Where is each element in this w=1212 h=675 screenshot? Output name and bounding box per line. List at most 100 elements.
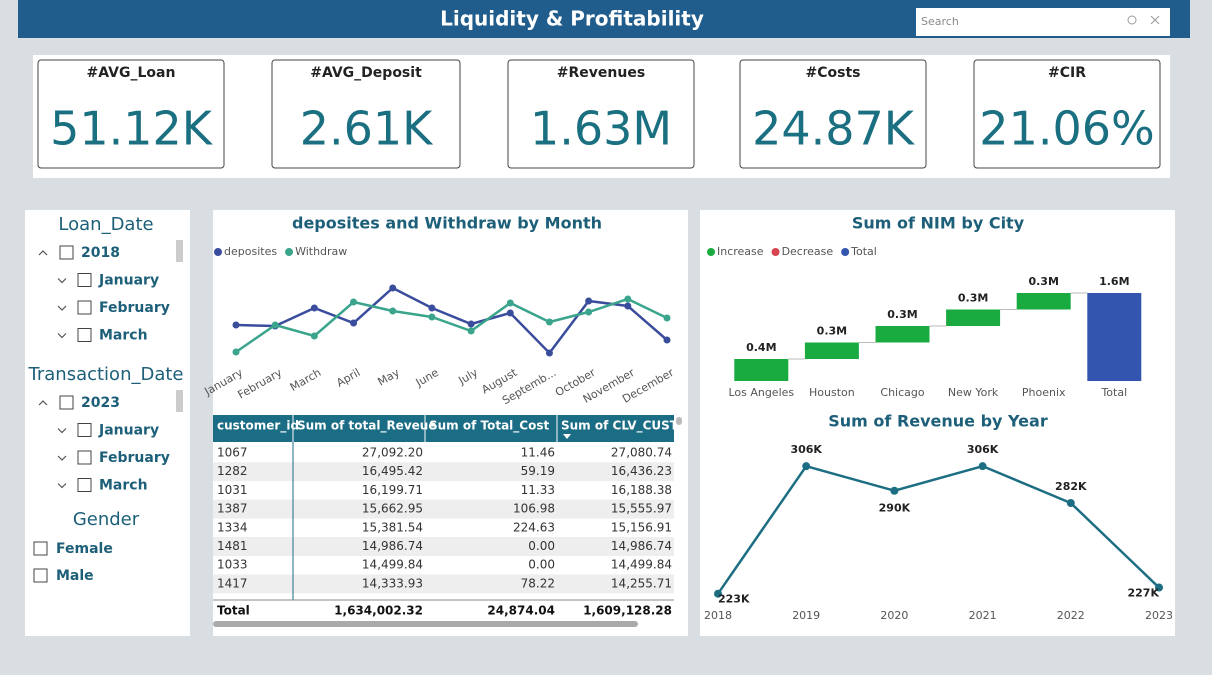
checkbox[interactable] xyxy=(77,423,92,437)
expand-chevron[interactable] xyxy=(38,400,48,406)
point xyxy=(978,462,987,471)
column-header[interactable]: customer_id xyxy=(217,419,299,434)
checkbox[interactable] xyxy=(77,478,92,492)
checkbox[interactable] xyxy=(33,568,48,583)
point xyxy=(890,486,899,495)
data-label: 223K xyxy=(718,593,750,606)
table-cell: 1033 xyxy=(217,558,248,572)
expand-chevron[interactable] xyxy=(57,305,67,311)
data-label: 0.3M xyxy=(958,292,988,305)
x-tick-label: 2018 xyxy=(704,609,732,622)
checkbox[interactable] xyxy=(33,541,48,556)
legend-marker xyxy=(841,248,850,256)
slicer-item[interactable]: March xyxy=(99,328,148,344)
point xyxy=(1155,583,1163,592)
expand-chevron[interactable] xyxy=(57,455,67,461)
x-tick-label: Total xyxy=(1100,386,1127,399)
slicer-title: Loan_Date xyxy=(58,214,153,235)
legend-label[interactable]: Increase xyxy=(717,245,764,258)
checkbox[interactable] xyxy=(77,273,92,287)
clear-icon[interactable] xyxy=(1150,15,1160,25)
point xyxy=(271,321,279,329)
table-header-bg xyxy=(213,415,674,442)
table-cell: 1417 xyxy=(217,576,248,590)
slicer-item[interactable]: January xyxy=(98,423,159,439)
slicer-item[interactable]: February xyxy=(99,450,170,466)
expand-chevron[interactable] xyxy=(38,250,48,256)
chart-title: Sum of NIM by City xyxy=(852,214,1025,233)
expand-chevron[interactable] xyxy=(57,483,67,489)
expand-chevron[interactable] xyxy=(57,278,67,284)
x-tick-label: Phoenix xyxy=(1022,386,1066,399)
slicer-item[interactable]: March xyxy=(99,478,148,494)
kpi-value: 21.06% xyxy=(979,102,1154,156)
row-band xyxy=(213,499,674,519)
row-band xyxy=(213,537,674,556)
legend-label[interactable]: Total xyxy=(850,245,877,258)
slicer-item[interactable]: February xyxy=(99,300,170,316)
table-cell: 14,986.74 xyxy=(611,539,672,553)
bar xyxy=(875,326,930,343)
slicer-title: Transaction_Date xyxy=(28,364,184,385)
search-box[interactable] xyxy=(916,8,1170,36)
table-cell: 14,499.84 xyxy=(362,558,423,572)
column-header[interactable]: Sum of Total_Cost xyxy=(429,419,549,434)
table-cell: 15,156.91 xyxy=(611,520,672,534)
slicer-item[interactable]: 2018 xyxy=(81,245,120,261)
bar xyxy=(804,342,859,359)
checkbox[interactable] xyxy=(77,450,92,465)
kpi-card xyxy=(507,59,695,169)
table-cell: 15,381.54 xyxy=(362,520,423,534)
checkbox[interactable] xyxy=(59,395,74,410)
table-cell: 1481 xyxy=(217,539,248,553)
page-title: Liquidity & Profitability xyxy=(440,7,704,31)
kpi-label: #Costs xyxy=(806,65,861,81)
table-cell: 0.00 xyxy=(528,539,555,553)
point xyxy=(467,327,475,335)
table-cell: 14,255.71 xyxy=(611,576,672,590)
search-placeholder: Search xyxy=(921,15,959,28)
checkbox[interactable] xyxy=(77,300,92,315)
legend-marker xyxy=(214,248,222,256)
expand-chevron[interactable] xyxy=(57,333,67,339)
data-label: 227K xyxy=(1128,587,1160,600)
kpi-label: #Revenues xyxy=(557,65,645,81)
checkbox[interactable] xyxy=(77,328,92,342)
slicer-item[interactable]: 2023 xyxy=(81,395,120,411)
point xyxy=(467,320,475,328)
legend-label[interactable]: Withdraw xyxy=(295,245,347,258)
point xyxy=(428,313,436,321)
kpi-card xyxy=(37,59,225,169)
row-band xyxy=(213,574,674,594)
total-cell: 24,874.04 xyxy=(487,604,555,618)
x-tick-label: 2019 xyxy=(792,609,820,622)
x-tick-label: Chicago xyxy=(880,386,924,399)
checkbox[interactable] xyxy=(59,245,74,260)
chart-title: Sum of Revenue by Year xyxy=(828,412,1048,431)
column-header[interactable]: Sum of total_Reveue xyxy=(297,419,436,434)
slicer-scrollbar xyxy=(176,390,183,412)
slicer-item[interactable]: January xyxy=(98,273,159,289)
legend-label[interactable]: Decrease xyxy=(782,245,834,258)
slicer-item[interactable]: Male xyxy=(56,568,94,584)
bar xyxy=(734,359,789,381)
bar xyxy=(946,309,1001,326)
data-label: 282K xyxy=(1055,480,1087,493)
horizontal-scrollbar[interactable] xyxy=(213,621,638,627)
slicer-title: Gender xyxy=(73,509,140,530)
table-cell: 27,080.74 xyxy=(611,446,672,460)
total-cell: Total xyxy=(217,604,250,618)
column-header[interactable]: Sum of CLV_CUST xyxy=(561,419,679,434)
x-tick-label: New York xyxy=(948,386,999,399)
point xyxy=(350,298,358,306)
sort-icon xyxy=(563,434,571,439)
table-cell: 78.22 xyxy=(521,576,555,590)
bar xyxy=(1016,293,1071,310)
table-cell: 1031 xyxy=(217,483,248,497)
expand-chevron[interactable] xyxy=(57,428,67,434)
legend-label[interactable]: deposites xyxy=(224,245,277,258)
slicer-item[interactable]: Female xyxy=(56,541,113,557)
table-cell: 16,436.23 xyxy=(611,464,672,478)
slicer-panel xyxy=(25,210,190,636)
table-cell: 11.46 xyxy=(521,446,555,460)
